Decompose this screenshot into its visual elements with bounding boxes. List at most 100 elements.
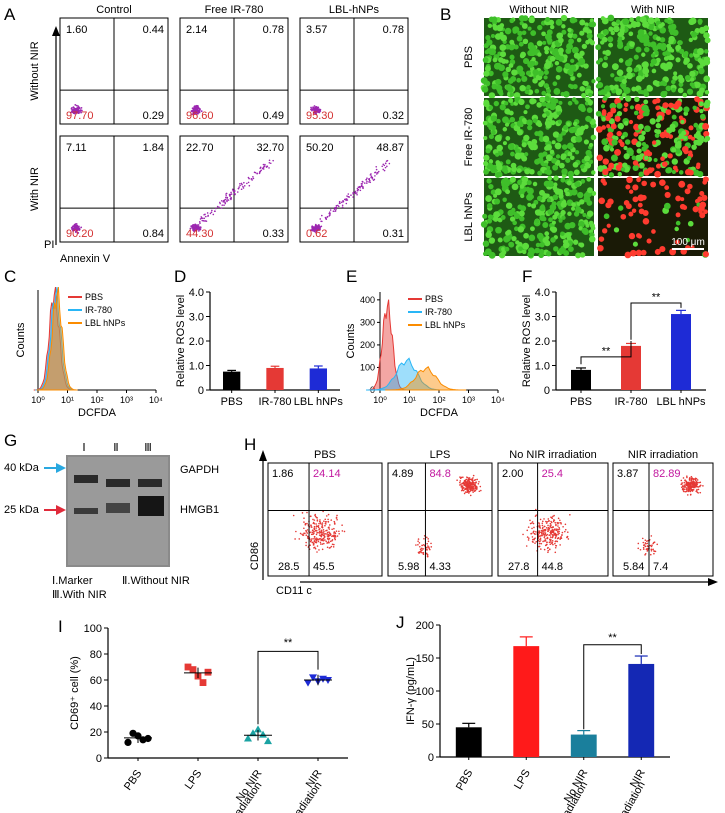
dc-event-dot (459, 481, 461, 484)
dead-cell (694, 96, 700, 103)
quadrant-value-lr: 0.29 (143, 110, 164, 122)
dot-category-label: LPS (183, 768, 205, 792)
dc-flow-column-title: LPS (430, 449, 451, 461)
event-dot (72, 106, 75, 109)
live-cell (490, 115, 498, 122)
dc-event-dot (341, 530, 344, 532)
live-cell (509, 39, 515, 45)
histogram-series (366, 299, 408, 391)
dc-event-dot (550, 516, 553, 519)
bar-y-tick-label: 200 (416, 620, 434, 632)
dc-quadrant-ul: 2.00 (502, 468, 523, 480)
live-cell (481, 86, 489, 93)
dc-event-dot (418, 551, 420, 554)
event-dot (371, 176, 374, 179)
dc-event-dot (315, 529, 317, 532)
event-dot (324, 217, 327, 220)
live-cell (551, 220, 556, 225)
dc-event-dot (685, 490, 688, 493)
fluorescence-image (482, 95, 597, 179)
dc-event-dot (552, 543, 554, 546)
bar-y-tick-label: 50 (422, 719, 434, 731)
dc-event-dot (642, 541, 645, 544)
dc-event-dot (688, 477, 691, 479)
bar-y-label: Relative ROS level (521, 295, 533, 387)
dc-event-dot (417, 538, 420, 540)
live-cell (561, 215, 566, 220)
dc-event-dot (538, 530, 540, 532)
live-cell (536, 102, 543, 108)
dc-event-dot (341, 524, 343, 526)
bar (309, 368, 327, 390)
live-cell (534, 247, 541, 254)
live-cell (603, 213, 610, 220)
live-cell (492, 57, 498, 63)
live-cell (601, 138, 609, 146)
dc-event-dot (539, 537, 542, 540)
dc-event-dot (543, 525, 546, 528)
event-dot (316, 228, 319, 231)
live-cell (544, 145, 550, 151)
dc-event-dot (428, 546, 430, 549)
event-dot (321, 214, 323, 217)
dc-event-dot (695, 485, 698, 488)
dead-cell (692, 206, 699, 213)
live-cell (563, 91, 570, 98)
dc-event-dot (316, 520, 319, 522)
event-dot (198, 226, 201, 229)
event-dot (192, 107, 195, 109)
dc-event-dot (318, 537, 321, 540)
live-cell (503, 235, 510, 243)
live-cell (517, 30, 523, 37)
event-dot (315, 109, 318, 112)
dc-event-dot (548, 534, 550, 536)
live-cell (683, 59, 689, 65)
dc-event-dot (544, 538, 546, 540)
live-cell (488, 159, 494, 164)
dc-event-dot (320, 531, 323, 534)
event-dot (256, 172, 258, 175)
dc-event-dot (312, 518, 314, 521)
live-cell (541, 90, 547, 96)
dc-event-dot (302, 534, 305, 536)
event-dot (197, 224, 200, 226)
dead-cell (610, 107, 617, 114)
live-cell (570, 206, 576, 211)
live-cell (635, 46, 642, 53)
event-dot (78, 107, 81, 110)
live-cell (511, 207, 516, 213)
event-dot (252, 177, 255, 180)
dc-event-dot (556, 530, 559, 533)
live-cell (611, 139, 618, 146)
live-cell (560, 209, 566, 216)
live-cell (521, 30, 527, 36)
dead-cell (614, 148, 622, 156)
live-cell (586, 200, 593, 206)
event-dot (193, 113, 195, 115)
dc-quadrant-lr: 7.4 (653, 561, 668, 573)
live-cell (560, 231, 565, 236)
event-dot (384, 166, 387, 169)
event-dot (193, 228, 196, 231)
live-cell (545, 17, 551, 22)
event-dot (204, 220, 207, 222)
dc-event-dot (696, 479, 699, 481)
dead-cell (651, 229, 656, 234)
event-dot (269, 162, 272, 165)
live-cell (647, 17, 655, 25)
dc-event-dot (317, 525, 320, 527)
live-cell (494, 198, 501, 205)
dc-event-dot (561, 531, 564, 534)
dc-event-dot (313, 530, 315, 533)
dead-cell (623, 107, 628, 112)
dc-event-dot (558, 528, 561, 530)
live-cell (530, 226, 535, 232)
live-cell (608, 172, 615, 178)
pi-axis-label: PI (44, 239, 54, 251)
dead-cell (654, 248, 661, 255)
live-cell (703, 137, 709, 143)
dc-event-dot (539, 535, 542, 537)
live-cell (586, 107, 593, 113)
live-cell (502, 71, 509, 78)
live-cell (586, 210, 594, 217)
